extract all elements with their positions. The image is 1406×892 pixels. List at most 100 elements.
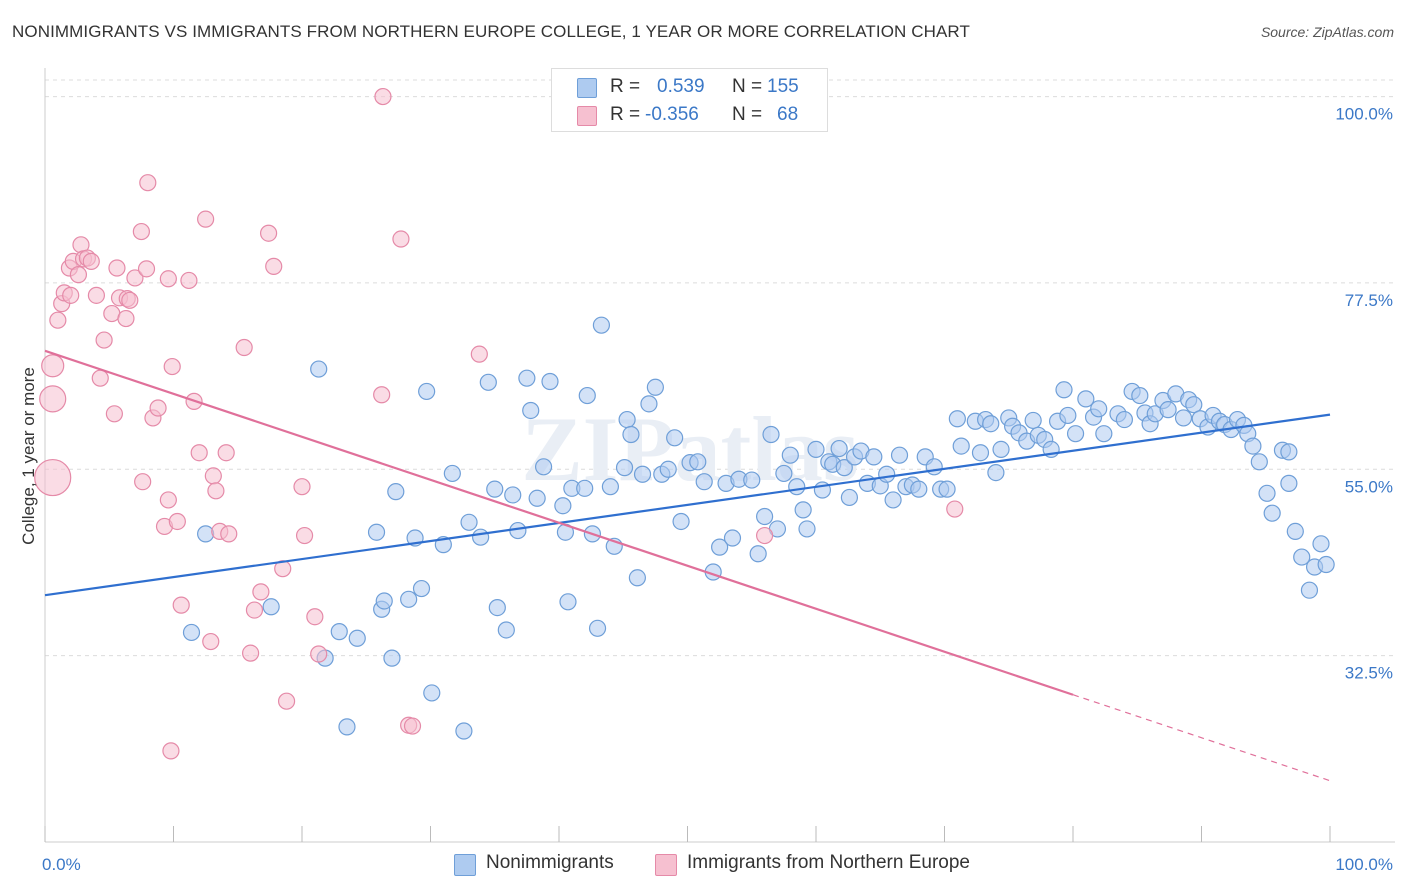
- bottom-legend-label: Immigrants from Northern Europe: [687, 852, 970, 873]
- data-point: [1090, 400, 1108, 418]
- data-point: [479, 373, 497, 391]
- data-point: [755, 526, 774, 545]
- bottom-legend-swatch-pink: [655, 854, 677, 876]
- data-point: [794, 501, 812, 519]
- data-point: [259, 224, 278, 242]
- data-point: [220, 525, 238, 543]
- data-point: [403, 717, 422, 735]
- data-point: [423, 684, 441, 702]
- data-point: [242, 644, 260, 662]
- y-tick-label: 32.5%: [1345, 664, 1393, 683]
- data-point: [504, 486, 522, 504]
- data-point: [835, 459, 853, 477]
- data-point: [711, 538, 729, 556]
- data-point: [69, 266, 88, 284]
- data-point: [348, 629, 366, 647]
- data-point: [190, 444, 208, 462]
- data-point: [87, 286, 106, 304]
- data-point: [971, 444, 990, 462]
- legend-n-label: N =: [732, 104, 763, 125]
- data-point: [137, 260, 156, 278]
- data-point: [618, 410, 636, 429]
- legend-n-value: 68: [777, 104, 799, 125]
- data-point: [946, 500, 964, 518]
- data-point: [245, 601, 264, 619]
- data-point: [204, 467, 222, 485]
- data-point: [95, 331, 113, 349]
- data-point: [235, 338, 253, 357]
- data-point: [1066, 425, 1085, 443]
- data-point: [172, 596, 190, 614]
- data-point: [306, 608, 324, 626]
- data-point: [1159, 401, 1177, 419]
- data-point: [640, 395, 658, 413]
- data-point: [488, 599, 506, 617]
- data-point: [49, 311, 67, 329]
- data-point: [646, 378, 664, 396]
- bottom-legend-swatch-blue: [454, 854, 476, 876]
- data-point: [202, 632, 220, 651]
- data-point: [293, 478, 311, 496]
- data-point: [163, 357, 181, 376]
- data-point: [1312, 535, 1330, 553]
- data-point: [541, 372, 559, 391]
- legend-r-label: R =: [610, 104, 641, 125]
- data-point: [1131, 386, 1149, 405]
- data-point: [878, 465, 896, 483]
- trend-line-immigrants: [44, 349, 1074, 696]
- data-point: [1258, 484, 1276, 502]
- data-point: [807, 440, 825, 459]
- y-axis-label: College, 1 year or more: [19, 367, 38, 545]
- data-point: [952, 437, 970, 455]
- data-point: [925, 458, 943, 476]
- data-point: [948, 410, 966, 428]
- data-point: [139, 174, 157, 192]
- data-point: [1024, 411, 1042, 430]
- data-point: [168, 512, 186, 531]
- data-point: [528, 489, 546, 507]
- x-tick-label: 100.0%: [1335, 855, 1393, 874]
- data-point: [987, 463, 1005, 482]
- data-point: [108, 259, 126, 277]
- source-label: Source: ZipAtlas.com: [1260, 24, 1394, 40]
- data-point: [1059, 406, 1077, 425]
- data-point: [1174, 409, 1193, 427]
- legend-r-value: -0.356: [645, 104, 699, 125]
- data-point: [559, 593, 577, 611]
- data-point: [1095, 425, 1113, 443]
- data-point: [1077, 390, 1095, 408]
- data-point: [1263, 504, 1281, 522]
- data-point: [412, 579, 431, 598]
- data-point: [1293, 548, 1311, 566]
- data-point: [1055, 381, 1073, 399]
- data-point: [392, 230, 410, 248]
- data-point: [310, 360, 328, 378]
- data-point: [443, 464, 461, 483]
- data-point: [798, 520, 816, 538]
- data-point: [1280, 443, 1298, 461]
- data-point: [217, 444, 235, 462]
- data-point: [749, 545, 767, 563]
- data-point: [182, 623, 201, 642]
- data-point: [295, 526, 314, 545]
- y-tick-label: 77.5%: [1345, 291, 1393, 310]
- data-point: [588, 619, 607, 637]
- legend-swatch-blue: [577, 78, 597, 98]
- data-point: [497, 621, 515, 639]
- data-point: [1185, 396, 1203, 414]
- data-point: [554, 497, 572, 515]
- trend-line-immigrants-extension: [1072, 694, 1331, 782]
- x-tick-label: 0.0%: [42, 855, 81, 874]
- data-point: [41, 354, 65, 378]
- data-point: [840, 488, 859, 507]
- legend-swatch-pink: [577, 106, 597, 126]
- bottom-legend-label: Nonimmigrants: [486, 852, 614, 873]
- data-point: [180, 271, 198, 290]
- data-point: [659, 460, 677, 478]
- y-tick-label: 100.0%: [1335, 105, 1393, 124]
- legend-row-nonimmigrants: R = 0.539 N = 155: [552, 73, 827, 101]
- data-point: [486, 480, 504, 498]
- data-point: [126, 269, 144, 287]
- data-point: [262, 598, 280, 616]
